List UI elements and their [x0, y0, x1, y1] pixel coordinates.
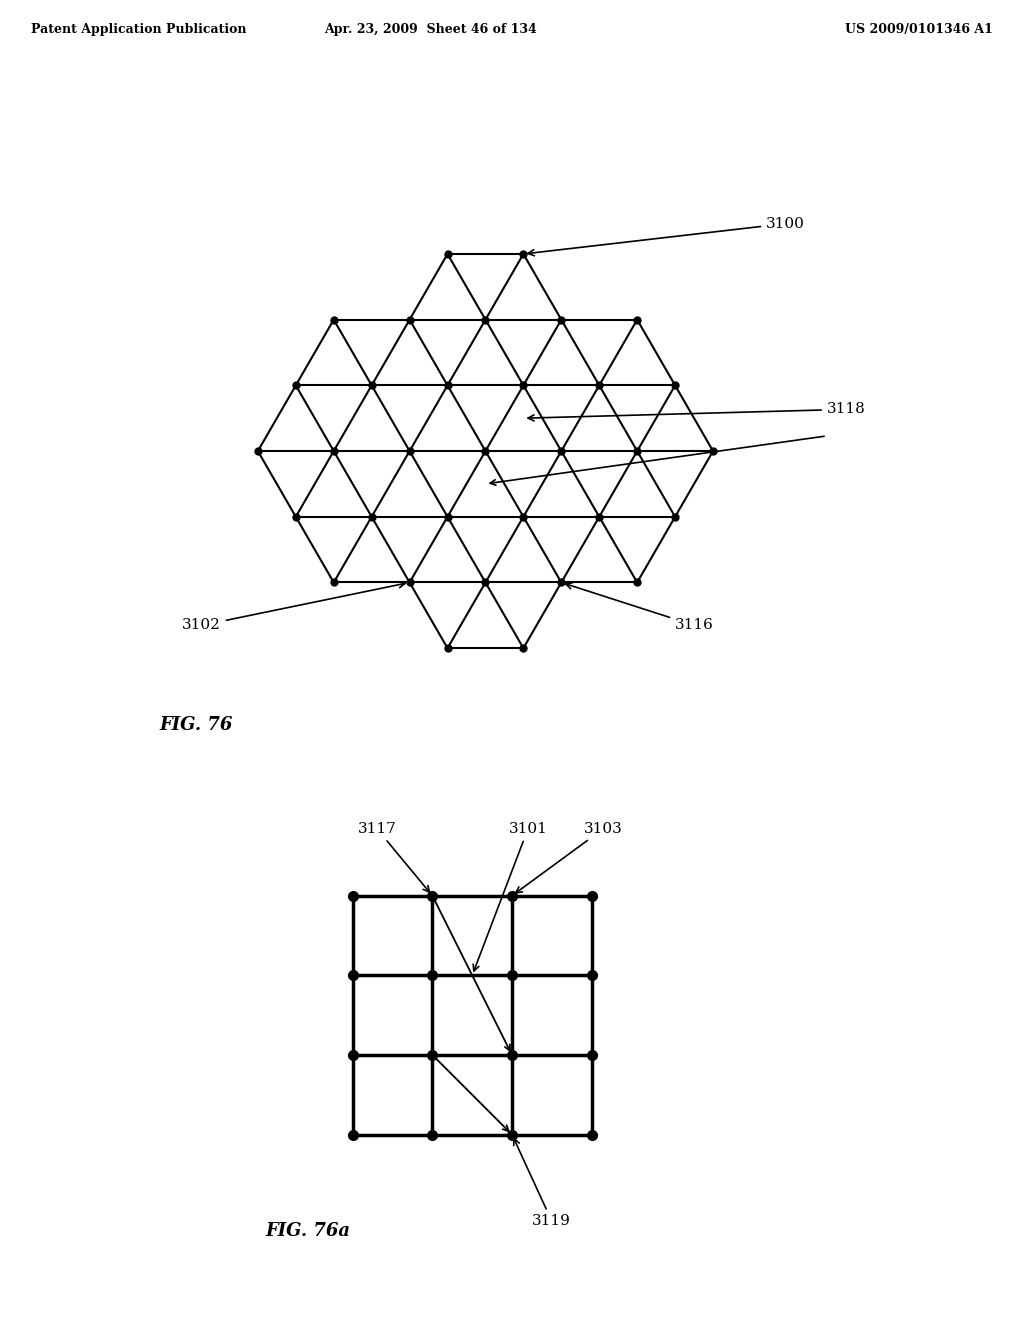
Text: 3103: 3103: [516, 822, 623, 892]
Text: Patent Application Publication: Patent Application Publication: [31, 24, 246, 36]
Text: Apr. 23, 2009  Sheet 46 of 134: Apr. 23, 2009 Sheet 46 of 134: [324, 24, 537, 36]
Text: 3116: 3116: [565, 583, 714, 632]
Text: 3100: 3100: [528, 216, 805, 256]
Text: FIG. 76a: FIG. 76a: [265, 1222, 350, 1241]
Text: US 2009/0101346 A1: US 2009/0101346 A1: [846, 24, 993, 36]
Text: FIG. 76: FIG. 76: [160, 717, 232, 734]
Text: 3102: 3102: [182, 582, 406, 632]
Text: 3101: 3101: [473, 822, 548, 972]
Text: 3119: 3119: [514, 1139, 571, 1228]
Text: 3117: 3117: [357, 822, 429, 892]
Text: 3118: 3118: [528, 403, 865, 421]
